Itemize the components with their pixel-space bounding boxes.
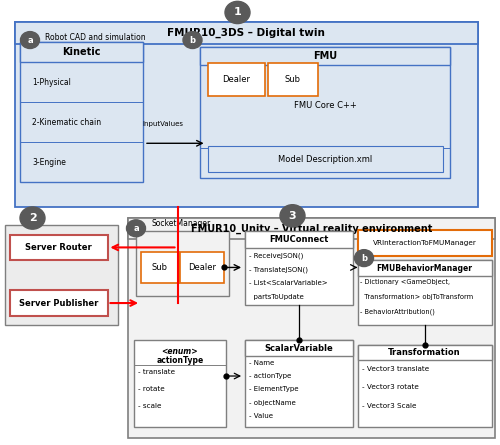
Text: - TranslateJSON(): - TranslateJSON() — [249, 267, 308, 273]
Text: - Vector3 Scale: - Vector3 Scale — [362, 403, 417, 409]
Bar — [268, 63, 318, 96]
Bar — [20, 42, 142, 182]
Text: Robot CAD and simulation: Robot CAD and simulation — [45, 33, 146, 42]
Bar — [358, 260, 492, 276]
Bar — [358, 345, 492, 427]
Text: - objectName: - objectName — [249, 400, 296, 405]
Text: 3: 3 — [288, 211, 296, 221]
Text: - rotate: - rotate — [138, 386, 165, 392]
Text: 1-Physical: 1-Physical — [32, 78, 72, 87]
Text: Sub: Sub — [152, 263, 168, 272]
Text: Model Description.xml: Model Description.xml — [278, 155, 372, 164]
Text: <enum>: <enum> — [162, 347, 198, 356]
Text: Dealer: Dealer — [222, 75, 250, 84]
Text: FMU Core C++: FMU Core C++ — [294, 101, 356, 110]
Text: VRInteractionToFMUManager: VRInteractionToFMUManager — [372, 240, 476, 246]
Text: - Dictionary <GameObject,: - Dictionary <GameObject, — [360, 279, 450, 285]
Circle shape — [20, 32, 40, 49]
Text: Server Publisher: Server Publisher — [19, 299, 98, 307]
Bar — [180, 252, 224, 283]
Bar — [245, 231, 352, 248]
Bar — [10, 235, 108, 260]
Text: - translate: - translate — [138, 369, 175, 375]
Text: FMUConnect: FMUConnect — [269, 235, 328, 244]
Circle shape — [225, 1, 250, 24]
Text: - Name: - Name — [249, 360, 274, 365]
Text: Sub: Sub — [284, 75, 300, 84]
Circle shape — [280, 205, 305, 227]
Text: Dealer: Dealer — [188, 263, 216, 272]
Text: FMUR10_Unity – Virtual reality environment: FMUR10_Unity – Virtual reality environme… — [190, 223, 432, 234]
Text: 2: 2 — [28, 213, 36, 223]
Bar — [208, 146, 442, 172]
Bar — [20, 42, 142, 62]
Text: a: a — [27, 36, 33, 44]
Circle shape — [126, 220, 146, 237]
Bar — [141, 252, 178, 283]
Text: - BehaviorAttribution(): - BehaviorAttribution() — [360, 309, 436, 316]
Bar — [200, 47, 450, 178]
Text: FMUR10_3DS – Digital twin: FMUR10_3DS – Digital twin — [168, 28, 325, 38]
Bar — [128, 218, 495, 438]
Text: - List<ScalarVariable>: - List<ScalarVariable> — [249, 280, 328, 286]
Bar — [358, 260, 492, 325]
Text: - Vector3 translate: - Vector3 translate — [362, 366, 430, 372]
Text: FMUBehaviorManager: FMUBehaviorManager — [376, 263, 472, 273]
Text: 1: 1 — [234, 8, 241, 17]
Bar — [136, 231, 228, 296]
Bar — [358, 230, 492, 256]
Text: SocketManager: SocketManager — [151, 219, 210, 228]
Bar — [128, 218, 495, 239]
Text: 3-Engine: 3-Engine — [32, 158, 66, 167]
Text: Transformation: Transformation — [388, 348, 461, 357]
Text: Kinetic: Kinetic — [62, 47, 100, 57]
Text: b: b — [361, 254, 367, 263]
Circle shape — [354, 250, 374, 267]
Text: - ReceiveJSON(): - ReceiveJSON() — [249, 253, 304, 259]
Text: ScalarVariable: ScalarVariable — [264, 344, 333, 353]
Bar — [208, 63, 265, 96]
Bar — [15, 22, 477, 44]
Bar — [200, 47, 450, 65]
Text: - scale: - scale — [138, 403, 162, 409]
Text: 2-Kinematic chain: 2-Kinematic chain — [32, 118, 102, 127]
Text: FMU: FMU — [313, 51, 337, 61]
Bar — [245, 340, 352, 356]
Text: - Value: - Value — [249, 413, 273, 419]
Text: - ElementType: - ElementType — [249, 386, 298, 392]
Bar — [5, 225, 117, 325]
Text: a: a — [133, 224, 139, 233]
Bar — [15, 22, 477, 207]
Bar — [245, 231, 352, 305]
Text: - actionType: - actionType — [249, 373, 291, 379]
Text: Data server: Data server — [32, 234, 91, 243]
Text: - Vector3 rotate: - Vector3 rotate — [362, 384, 420, 390]
Bar — [10, 290, 108, 316]
Text: InputValues: InputValues — [142, 121, 183, 127]
Text: partsToUpdate: partsToUpdate — [249, 294, 304, 300]
Text: actionType: actionType — [156, 356, 204, 364]
Circle shape — [183, 32, 202, 49]
Bar — [358, 345, 492, 360]
Text: Transformation> objToTransform: Transformation> objToTransform — [360, 294, 474, 300]
Circle shape — [20, 207, 45, 229]
Bar — [245, 340, 352, 427]
Bar — [134, 340, 226, 427]
Text: b: b — [190, 36, 196, 44]
Text: Server Router: Server Router — [26, 243, 92, 252]
